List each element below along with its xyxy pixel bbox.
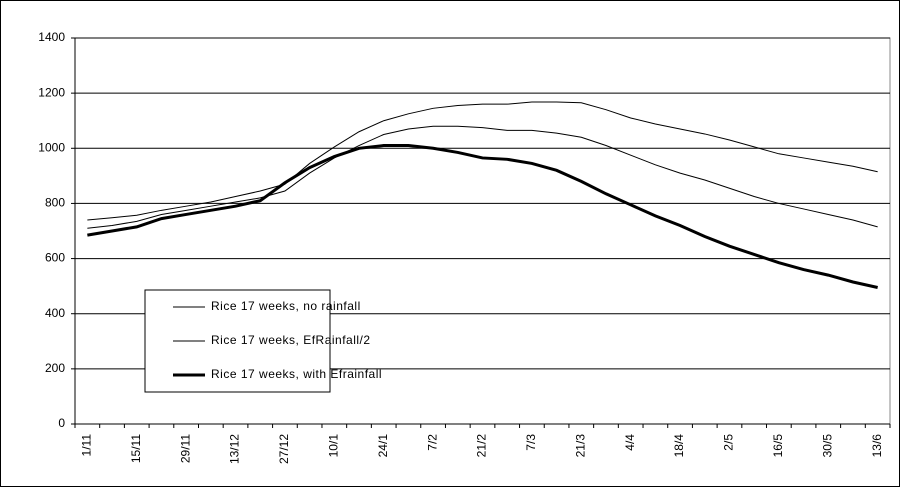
y-tick-label: 1000 xyxy=(38,140,65,154)
y-tick-label: 0 xyxy=(58,416,65,430)
x-tick-label: 27/12 xyxy=(277,434,291,464)
x-tick-label: 30/5 xyxy=(820,434,834,458)
series-line xyxy=(87,101,878,221)
series-line xyxy=(87,144,878,289)
x-tick-label: 24/1 xyxy=(376,434,390,458)
x-tick-label: 13/12 xyxy=(228,434,242,464)
x-tick-label: 1/11 xyxy=(80,434,94,457)
series-line xyxy=(87,125,878,229)
x-tick-label: 29/11 xyxy=(178,434,192,463)
x-tick-label: 4/4 xyxy=(623,434,637,451)
legend-label: Rice 17 weeks, EfRainfall/2 xyxy=(211,333,371,347)
x-tick-label: 7/2 xyxy=(425,434,439,451)
y-tick-label: 200 xyxy=(45,361,65,375)
x-tick-label: 13/6 xyxy=(870,434,884,458)
y-tick-label: 800 xyxy=(45,196,65,210)
x-tick-label: 10/1 xyxy=(326,434,340,458)
legend-label: Rice 17 weeks, no rainfall xyxy=(211,299,361,313)
y-tick-label: 1200 xyxy=(38,85,65,99)
x-tick-label: 7/3 xyxy=(524,434,538,451)
x-tick-label: 18/4 xyxy=(672,434,686,458)
y-tick-label: 1400 xyxy=(38,30,65,44)
legend-label: Rice 17 weeks, with Efrainfall xyxy=(211,367,382,381)
x-tick-label: 16/5 xyxy=(771,434,785,458)
y-tick-label: 600 xyxy=(45,251,65,265)
x-tick-label: 15/11 xyxy=(129,434,143,463)
x-tick-label: 21/3 xyxy=(573,434,587,458)
x-tick-label: 2/5 xyxy=(722,434,736,451)
y-tick-label: 400 xyxy=(45,306,65,320)
x-tick-label: 21/2 xyxy=(475,434,489,458)
